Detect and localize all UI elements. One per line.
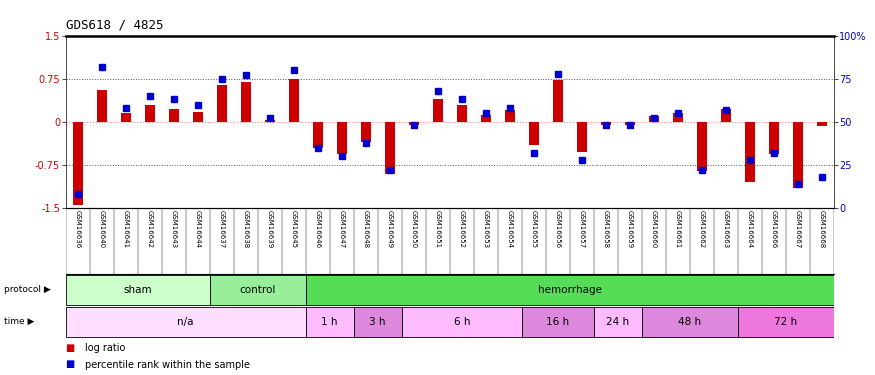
Bar <box>625 122 635 125</box>
Text: 72 h: 72 h <box>774 316 797 327</box>
Bar <box>169 109 178 122</box>
Bar <box>312 122 323 148</box>
Text: 16 h: 16 h <box>546 316 570 327</box>
Bar <box>505 110 514 122</box>
Text: GSM16653: GSM16653 <box>483 210 489 248</box>
Bar <box>264 120 275 122</box>
Bar <box>793 122 803 188</box>
Text: log ratio: log ratio <box>85 343 125 353</box>
Bar <box>241 82 251 122</box>
Text: GSM16649: GSM16649 <box>387 210 393 248</box>
Bar <box>817 122 827 126</box>
Text: GSM16645: GSM16645 <box>290 210 297 248</box>
Text: GSM16644: GSM16644 <box>194 210 200 248</box>
Bar <box>96 90 107 122</box>
Text: GSM16651: GSM16651 <box>435 210 441 248</box>
Text: GSM16636: GSM16636 <box>74 210 80 248</box>
Bar <box>360 122 371 142</box>
Bar <box>337 122 346 153</box>
Text: hemorrhage: hemorrhage <box>538 285 602 295</box>
Bar <box>144 105 155 122</box>
Text: ■: ■ <box>66 343 75 353</box>
Bar <box>289 79 298 122</box>
Bar <box>721 109 731 122</box>
Text: GSM16648: GSM16648 <box>363 210 368 248</box>
Text: GSM16656: GSM16656 <box>555 210 561 248</box>
Bar <box>738 307 834 336</box>
Bar <box>480 115 491 122</box>
Text: GSM16668: GSM16668 <box>819 210 825 248</box>
Bar <box>210 275 305 304</box>
Text: GSM16637: GSM16637 <box>219 210 225 248</box>
Text: 6 h: 6 h <box>453 316 470 327</box>
Text: sham: sham <box>123 285 152 295</box>
Text: 24 h: 24 h <box>606 316 629 327</box>
Text: GSM16664: GSM16664 <box>747 210 752 248</box>
Text: GSM16663: GSM16663 <box>723 210 729 248</box>
Text: GSM16658: GSM16658 <box>603 210 609 248</box>
Bar <box>457 105 466 122</box>
Text: GSM16659: GSM16659 <box>626 210 633 248</box>
Bar <box>528 122 539 145</box>
Text: GSM16660: GSM16660 <box>651 210 657 248</box>
Text: GSM16661: GSM16661 <box>675 210 681 248</box>
Bar <box>305 275 834 304</box>
Text: GSM16646: GSM16646 <box>315 210 321 248</box>
Text: GSM16654: GSM16654 <box>507 210 513 248</box>
Text: GSM16647: GSM16647 <box>339 210 345 248</box>
Bar <box>601 122 611 125</box>
Text: GSM16655: GSM16655 <box>531 210 536 248</box>
Text: 3 h: 3 h <box>369 316 386 327</box>
Text: ■: ■ <box>66 360 75 369</box>
Text: GSM16641: GSM16641 <box>123 210 129 248</box>
Text: GSM16657: GSM16657 <box>578 210 584 248</box>
Text: GSM16666: GSM16666 <box>771 210 777 248</box>
Bar <box>673 113 682 122</box>
Bar <box>433 99 443 122</box>
Text: percentile rank within the sample: percentile rank within the sample <box>85 360 250 369</box>
Bar <box>769 122 779 153</box>
Text: GSM16640: GSM16640 <box>99 210 105 248</box>
Bar <box>642 307 738 336</box>
Bar <box>696 122 707 171</box>
Text: GSM16650: GSM16650 <box>410 210 416 248</box>
Bar <box>522 307 594 336</box>
Bar <box>217 84 227 122</box>
Bar <box>305 307 354 336</box>
Bar <box>594 307 642 336</box>
Text: 48 h: 48 h <box>678 316 702 327</box>
Bar <box>402 307 522 336</box>
Text: n/a: n/a <box>178 316 194 327</box>
Bar <box>66 307 305 336</box>
Text: time ▶: time ▶ <box>4 317 35 326</box>
Bar <box>577 122 587 152</box>
Text: GSM16642: GSM16642 <box>147 210 152 248</box>
Text: GSM16652: GSM16652 <box>458 210 465 248</box>
Bar <box>354 307 402 336</box>
Text: GSM16643: GSM16643 <box>171 210 177 248</box>
Bar <box>73 122 82 205</box>
Bar <box>121 113 130 122</box>
Text: GDS618 / 4825: GDS618 / 4825 <box>66 19 163 32</box>
Text: GSM16639: GSM16639 <box>267 210 273 248</box>
Text: GSM16667: GSM16667 <box>794 210 801 248</box>
Text: protocol ▶: protocol ▶ <box>4 285 51 294</box>
Bar <box>192 111 203 122</box>
Bar <box>553 81 563 122</box>
Text: GSM16662: GSM16662 <box>699 210 705 248</box>
Bar <box>66 275 210 304</box>
Bar <box>648 116 659 122</box>
Bar <box>745 122 755 182</box>
Bar <box>385 122 395 174</box>
Text: control: control <box>240 285 276 295</box>
Text: GSM16638: GSM16638 <box>242 210 248 248</box>
Text: 1 h: 1 h <box>321 316 338 327</box>
Bar <box>409 122 419 125</box>
